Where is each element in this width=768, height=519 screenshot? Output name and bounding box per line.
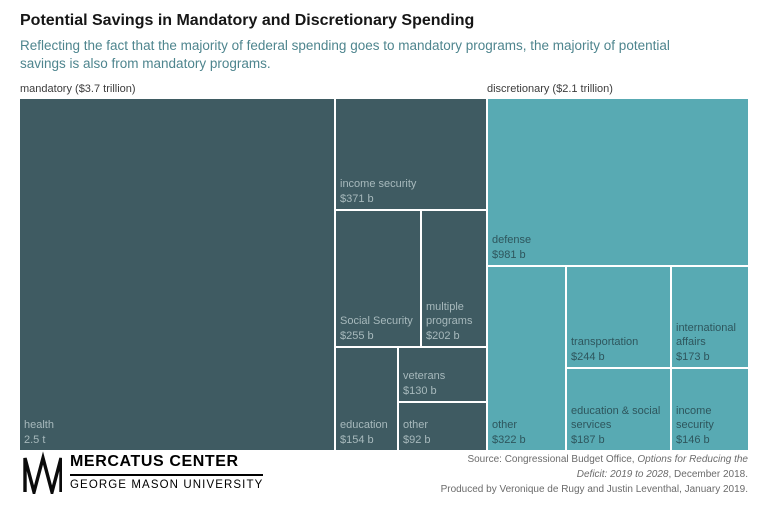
treemap-cell-discretionary-transportation: transportation $244 b (567, 267, 670, 367)
cell-label: health 2.5 t (24, 418, 332, 447)
cell-value: $202 b (426, 329, 460, 342)
cell-label: veterans $130 b (403, 369, 484, 398)
cell-label: multiple programs $202 b (426, 300, 484, 343)
cell-value: $981 b (492, 248, 526, 261)
cell-name: education & social services (571, 405, 661, 432)
page-subtitle: Reflecting the fact that the majority of… (20, 38, 670, 71)
cell-value: $146 b (676, 433, 710, 446)
cell-value: $92 b (403, 433, 431, 446)
cell-value: 2.5 t (24, 433, 46, 446)
treemap-cell-mandatory-veterans: veterans $130 b (399, 348, 486, 401)
cell-name: health (24, 419, 54, 432)
cell-name: Social Security (340, 315, 413, 328)
cell-value: $322 b (492, 433, 526, 446)
treemap-cell-mandatory-multiple-programs: multiple programs $202 b (422, 211, 486, 346)
cell-name: income security (676, 405, 714, 432)
treemap-cell-discretionary-education-social-services: education & social services $187 b (567, 369, 670, 450)
treemap-cell-mandatory-education: education $154 b (336, 348, 397, 450)
cell-label: income security $146 b (676, 404, 746, 447)
source-line-1: Source: Congressional Budget Office, Opt… (441, 452, 748, 467)
treemap-cell-discretionary-defense: defense $981 b (488, 99, 748, 265)
source-citation-title-cont: Deficit: 2019 to 2028 (576, 469, 669, 480)
cell-value: $173 b (676, 350, 710, 363)
page-title: Potential Savings in Mandatory and Discr… (20, 12, 475, 29)
treemap-cell-mandatory-health: health 2.5 t (20, 99, 334, 450)
treemap-cell-mandatory-income-security: income security $371 b (336, 99, 486, 209)
mercatus-logo-mark (23, 451, 62, 494)
cell-value: $244 b (571, 350, 605, 363)
source-note: Source: Congressional Budget Office, Opt… (441, 452, 748, 497)
cell-name: international affairs (676, 322, 736, 349)
cell-label: international affairs $173 b (676, 321, 746, 364)
cell-label: other $322 b (492, 418, 563, 447)
source-text: Source: Congressional Budget Office, (467, 454, 638, 465)
cell-label: Social Security $255 b (340, 314, 418, 343)
brand-text: MERCATUS CENTER GEORGE MASON UNIVERSITY (70, 453, 264, 491)
treemap-cell-mandatory-social-security: Social Security $255 b (336, 211, 420, 346)
cell-value: $187 b (571, 433, 605, 446)
cell-name: transportation (571, 336, 639, 349)
treemap-cell-discretionary-other: other $322 b (488, 267, 565, 450)
treemap-chart: health 2.5 t income security $371 b Soci… (20, 99, 748, 450)
cell-value: $255 b (340, 329, 374, 342)
cell-name: defense (492, 234, 532, 247)
source-line-3: Produced by Veronique de Rugy and Justin… (440, 484, 748, 495)
cell-label: education & social services $187 b (571, 404, 668, 447)
cell-name: veterans (403, 370, 446, 383)
cell-value: $130 b (403, 384, 437, 397)
cell-name: multiple programs (426, 301, 473, 328)
cell-name: income security (340, 178, 417, 191)
cell-name: other (403, 419, 429, 432)
cell-name: education (340, 419, 388, 432)
discretionary-group-label: discretionary ($2.1 trillion) (487, 83, 613, 95)
cell-label: education $154 b (340, 418, 395, 447)
cell-name: other (492, 419, 518, 432)
source-line-2: Deficit: 2019 to 2028, December 2018. (441, 467, 748, 482)
source-citation-title: Options for Reducing the (637, 454, 748, 465)
cell-value: $154 b (340, 433, 374, 446)
treemap-cell-mandatory-other: other $92 b (399, 403, 486, 450)
source-text: , December 2018. (668, 469, 749, 480)
treemap-cell-discretionary-income-security: income security $146 b (672, 369, 748, 450)
cell-value: $371 b (340, 192, 374, 205)
brand-org-name: MERCATUS CENTER (70, 453, 239, 470)
treemap-cell-discretionary-international-affairs: international affairs $173 b (672, 267, 748, 367)
cell-label: other $92 b (403, 418, 484, 447)
brand-divider (70, 474, 264, 476)
cell-label: transportation $244 b (571, 335, 668, 364)
mercatus-brand: MERCATUS CENTER GEORGE MASON UNIVERSITY (22, 450, 264, 494)
mandatory-group-label: mandatory ($3.7 trillion) (20, 83, 136, 95)
brand-org-subname: GEORGE MASON UNIVERSITY (70, 479, 264, 491)
cell-label: income security $371 b (340, 177, 484, 206)
cell-label: defense $981 b (492, 233, 746, 262)
